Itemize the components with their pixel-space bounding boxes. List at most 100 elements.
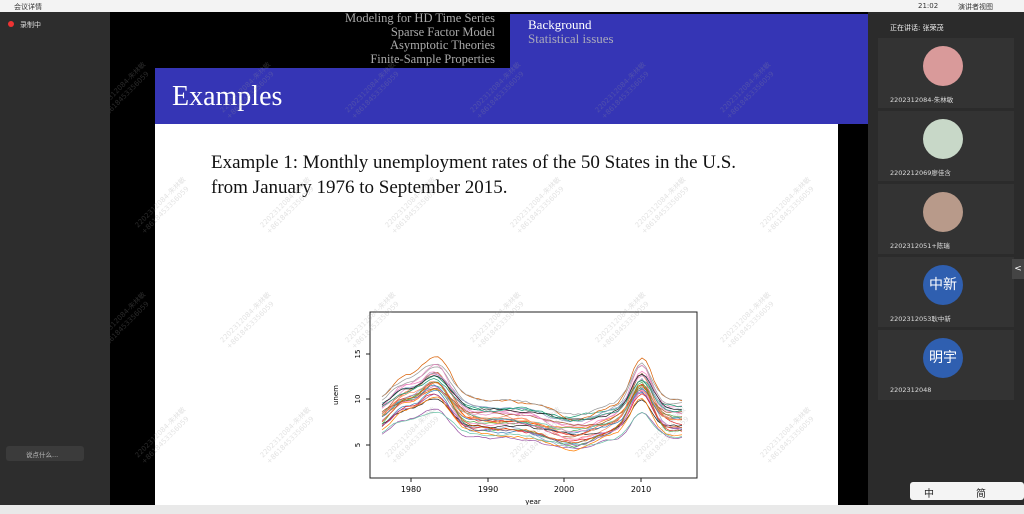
nav-item: Finite-Sample Properties [370,51,495,66]
plot-line [381,390,683,447]
plot-image: 1980 1990 2000 2010 5 10 15 year unem [332,311,698,505]
participant-name: 2202212069廖佳含 [890,169,951,177]
slide-text: Example 1: Monthly unemployment rates of… [211,150,736,200]
watermark-line: +8618453356059 [224,299,276,351]
x-axis-label: year [525,498,541,505]
x-tick-label: 1990 [478,485,498,494]
watermark: 2202312084-朱林敏 +8618453356059 [759,406,820,467]
watermark-line: +8618453356059 [139,414,191,466]
watermark-line: 2202312084-朱林敏 [258,405,313,460]
meeting-info[interactable]: 会议详情 [14,3,42,11]
bottom-bar [0,505,1024,514]
watermark-line: 2202312084-朱林敏 [133,405,188,460]
watermark: 2202312084-朱林敏 +8618453356059 [259,406,320,467]
slide-title: Examples [172,81,283,112]
left-panel: 录制中 说点什么... [0,12,110,505]
participant-name: 2202312051+陈瑞 [890,242,950,250]
right-panel: 正在讲话: 张荣茂 2202312084-朱林敏 2202212069廖佳含 220… [868,12,1024,505]
slide-header: Examples [155,68,868,124]
watermark: 2202312084-朱林敏 +8618453356059 [759,176,820,237]
chat-input[interactable]: 说点什么... [6,446,84,461]
watermark-line: 2202312084-朱林敏 [110,60,148,115]
watermark-line: +8618453356059 [724,299,776,351]
top-bar: 会议详情 21:02 演讲者视图 [0,0,1024,12]
avatar: 明宇 [923,338,963,378]
view-switch[interactable]: 演讲者视图 [958,3,993,11]
speaking-label: 正在讲话: 张荣茂 [890,24,944,32]
watermark-line: 2202312084-朱林敏 [218,290,273,345]
watermark: 2202312084-朱林敏 +8618453356059 [134,406,195,467]
watermark-line: 2202312084-朱林敏 [633,405,688,460]
watermark-line: +8618453356059 [514,414,566,466]
plot-line [381,364,683,433]
participant-tile: 2202212069廖佳含 [878,111,1014,181]
participant-tile: 中新 2202312053耿中新 [878,257,1014,327]
watermark: 2202312084-朱林敏 +8618453356059 [594,291,655,352]
nav-item: Asymptotic Theories [390,38,495,52]
watermark-line: 2202312084-朱林敏 [343,290,398,345]
watermark-line: 2202312084-朱林敏 [593,60,648,115]
watermark: 2202312084-朱林敏 +8618453356059 [219,291,280,352]
plot-line [381,379,683,437]
watermark: 2202312084-朱林敏 +8618453356059 [469,291,530,352]
watermark: 2202312084-朱林敏 +8618453356059 [344,61,405,122]
avatar [923,119,963,159]
nav-left: Modeling for HD Time Series Sparse Facto… [240,11,495,66]
watermark: 2202312084-朱林敏 +8618453356059 [134,176,195,237]
watermark: 2202312084-朱林敏 +8618453356059 [634,406,695,467]
watermark-line: +8618453356059 [264,414,316,466]
watermark: 2202312084-朱林敏 +8618453356059 [259,176,320,237]
x-tick-label: 2000 [554,485,574,494]
x-tick-label: 1980 [401,485,421,494]
ime-script[interactable]: 简 [976,489,986,500]
watermark-line: +8618453356059 [639,184,691,236]
watermark: 2202312084-朱林敏 +8618453356059 [594,61,655,122]
plot-line [381,374,683,420]
watermark-line: 2202312084-朱林敏 [718,290,773,345]
participant-name: 2202312053耿中新 [890,315,951,323]
watermark-line: 2202312084-朱林敏 [133,175,188,230]
watermark-line: +8618453356059 [110,69,151,121]
watermark-line: +8618453356059 [389,414,441,466]
nav-item: Statistical issues [528,31,614,46]
collapse-button[interactable]: < [1012,259,1024,279]
watermark-line: +8618453356059 [349,299,401,351]
watermark-line: +8618453356059 [599,69,651,121]
watermark-line: 2202312084-朱林敏 [383,405,438,460]
plot-line [381,356,683,422]
watermark-line: 2202312084-朱林敏 [110,290,148,345]
watermark: 2202312084-朱林敏 +8618453356059 [469,61,530,122]
nav-item: Sparse Factor Model [390,24,495,39]
participant-name: 2202312084-朱林敏 [890,96,954,104]
watermark-line: +8618453356059 [514,184,566,236]
y-tick-label: 5 [354,443,362,447]
slide-stage: Modeling for HD Time Series Sparse Facto… [110,11,868,505]
watermark-line: +8618453356059 [639,414,691,466]
watermark: 2202312084-朱林敏 +8618453356059 [384,406,445,467]
watermark: 2202312084-朱林敏 +8618453356059 [110,61,154,122]
avatar: 中新 [923,265,963,305]
x-tick-label: 2010 [631,485,651,494]
plot-line [381,382,683,444]
ime-bar: 中 简 [910,482,1024,500]
watermark: 2202312084-朱林敏 +8618453356059 [719,61,780,122]
record-dot [8,21,14,27]
watermark-line: +8618453356059 [110,299,151,351]
watermark-line: +8618453356059 [264,184,316,236]
watermark-line: 2202312084-朱林敏 [468,60,523,115]
watermark: 2202312084-朱林敏 +8618453356059 [509,406,570,467]
nav-right-bg: Background Statistical issues [510,14,868,68]
avatar [923,46,963,86]
ime-mode[interactable]: 中 [924,489,934,500]
watermark: 2202312084-朱林敏 +8618453356059 [719,291,780,352]
watermark-line: 2202312084-朱林敏 [508,175,563,230]
watermark-line: 2202312084-朱林敏 [468,290,523,345]
watermark-line: +8618453356059 [139,184,191,236]
plot-line [381,386,683,426]
watermark: 2202312084-朱林敏 +8618453356059 [634,176,695,237]
clock: 21:02 [918,2,939,10]
watermark-line: 2202312084-朱林敏 [758,175,813,230]
watermark-line: 2202312084-朱林敏 [343,60,398,115]
plot-frame [369,311,698,479]
